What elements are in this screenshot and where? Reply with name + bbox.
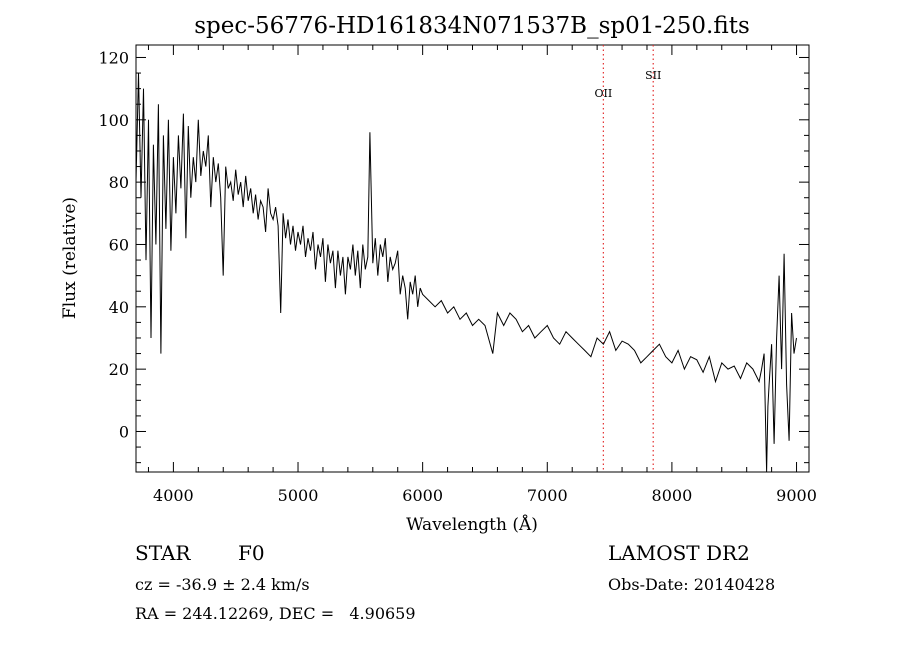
object-type: STAR	[135, 541, 191, 565]
plot-frame	[135, 44, 810, 473]
x-tick-label: 9000	[776, 486, 817, 505]
x-tick-label: 8000	[652, 486, 693, 505]
spectral-class: F0	[238, 541, 265, 565]
y-tick-label: 80	[109, 173, 129, 192]
y-tick-label: 20	[109, 360, 129, 379]
x-axis-label: Wavelength (Å)	[406, 514, 538, 535]
y-tick-label: 40	[109, 298, 129, 317]
y-axis-label: Flux (relative)	[60, 197, 80, 319]
chart-title: spec-56776-HD161834N071537B_sp01-250.fit…	[194, 13, 750, 39]
x-tick-label: 6000	[402, 486, 443, 505]
observation-date: Obs-Date: 20140428	[608, 575, 776, 594]
spectrum-line	[135, 73, 797, 473]
survey-name: LAMOST DR2	[608, 541, 750, 565]
emission-line-markers: OII SII	[595, 45, 661, 472]
redshift-value: cz = -36.9 ± 2.4 km/s	[135, 575, 310, 594]
x-axis-ticks: 4000 5000 6000 7000 8000 9000	[147, 45, 817, 505]
x-tick-label: 7000	[527, 486, 568, 505]
x-tick-label: 4000	[153, 486, 194, 505]
emission-line-label: OII	[595, 87, 613, 100]
y-tick-label: 100	[98, 111, 129, 130]
emission-line-label: SII	[645, 69, 661, 82]
y-tick-label: 120	[98, 48, 129, 67]
coordinates: RA = 244.12269, DEC = 4.90659	[135, 604, 416, 623]
spectrum-chart: spec-56776-HD161834N071537B_sp01-250.fit…	[60, 13, 817, 535]
x-tick-label: 5000	[278, 486, 319, 505]
y-tick-label: 60	[109, 235, 129, 254]
y-axis-ticks: 0 20 40 60 80 100 120	[98, 48, 809, 464]
y-tick-label: 0	[119, 422, 129, 441]
